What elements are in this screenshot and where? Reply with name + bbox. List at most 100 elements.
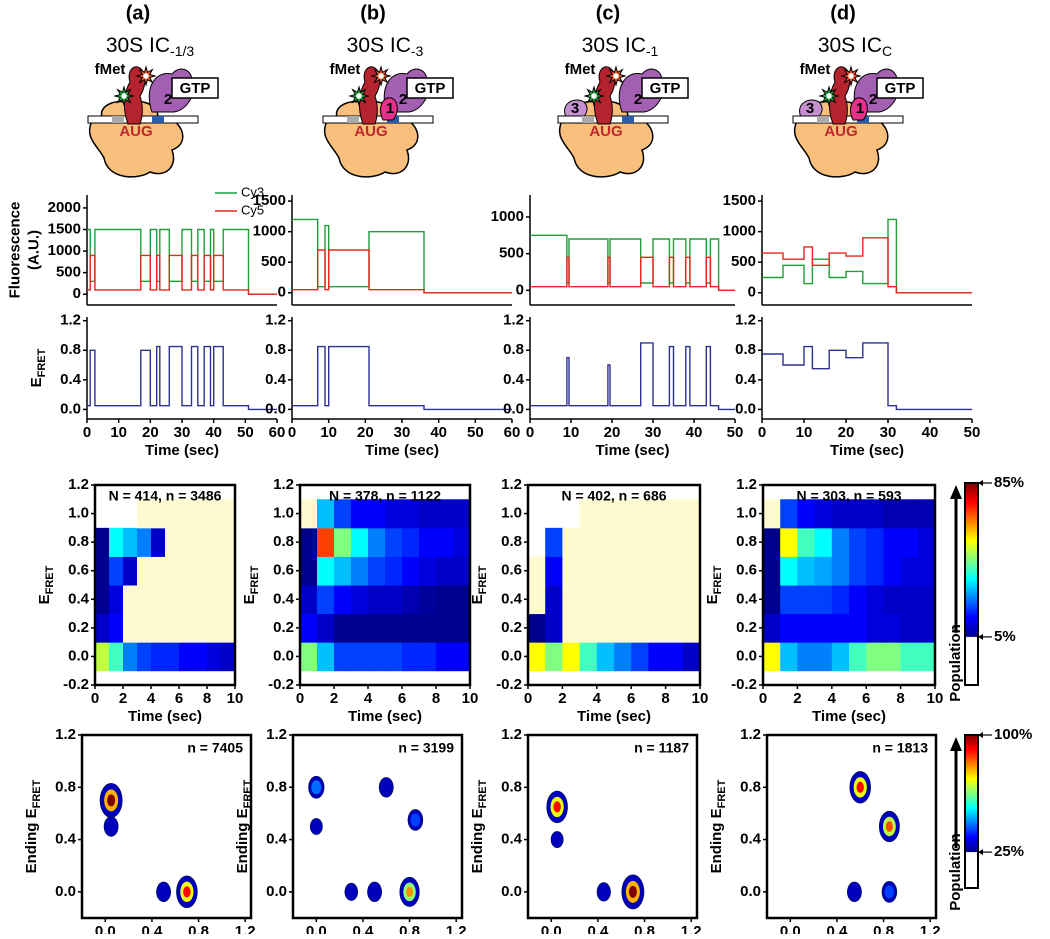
title-main: 30S IC bbox=[818, 34, 882, 57]
heat-cell bbox=[596, 499, 615, 529]
y-tick-label: 1000 bbox=[723, 223, 756, 240]
heat-cell bbox=[317, 613, 335, 643]
heat-cell bbox=[385, 642, 403, 672]
dye-core bbox=[591, 93, 597, 99]
plot-frame bbox=[291, 733, 464, 920]
annotation: N = 402, n = 686 bbox=[561, 488, 666, 504]
y-tick-label: 0.8 bbox=[266, 778, 287, 795]
gtp-box bbox=[641, 77, 689, 99]
annotation: N = 303, n = 593 bbox=[796, 488, 901, 504]
heat-cell bbox=[917, 585, 936, 615]
colorbar-frame bbox=[964, 482, 979, 686]
if3-label: 3 bbox=[571, 100, 579, 117]
y-axis-label: EFRET bbox=[704, 565, 724, 604]
heat-cell bbox=[545, 613, 563, 643]
heat-cell bbox=[917, 499, 936, 529]
fmet-label: fMet bbox=[565, 61, 596, 78]
x-tick-label: 0.4 bbox=[827, 923, 849, 934]
mrna-codon bbox=[622, 116, 634, 123]
heat-cell bbox=[453, 585, 471, 615]
heat-cell bbox=[151, 556, 166, 586]
x-tick-label: 10 bbox=[110, 424, 127, 441]
x-tick-label: 20 bbox=[142, 424, 159, 441]
x-tick-label: 60 bbox=[504, 424, 521, 441]
heat-cell bbox=[334, 613, 352, 643]
y-tick-label: 1.0 bbox=[68, 505, 89, 522]
x-tick-label: 10 bbox=[692, 690, 709, 707]
x-tick-label: 0.8 bbox=[634, 923, 655, 934]
heat-cell bbox=[596, 642, 615, 672]
heat-cell bbox=[109, 613, 124, 643]
peak-outer bbox=[367, 881, 382, 903]
y-tick-label: 1500 bbox=[48, 220, 81, 237]
y-axis-label-main: E bbox=[469, 594, 486, 604]
peak-outer bbox=[156, 881, 171, 903]
y-tick-label: 1000 bbox=[48, 242, 81, 259]
y-tick-label: 0.2 bbox=[736, 619, 757, 636]
mrna-sd bbox=[582, 116, 594, 123]
heat-cell bbox=[883, 556, 902, 586]
heat-cell bbox=[562, 527, 581, 557]
mrna bbox=[792, 115, 904, 124]
panel-label: (c) bbox=[596, 2, 620, 24]
mrna-codon bbox=[152, 116, 164, 123]
heat-cell bbox=[665, 585, 684, 615]
heat-cell bbox=[579, 642, 598, 672]
annotation: N = 378, n = 1122 bbox=[329, 488, 441, 504]
heat-cell bbox=[351, 556, 369, 586]
y-tick-label: 1.2 bbox=[266, 726, 287, 743]
y-tick-label: 0.8 bbox=[501, 533, 522, 550]
y-tick-label: 0.0 bbox=[55, 883, 76, 900]
y-tick-label: 500 bbox=[499, 245, 524, 262]
peak-core bbox=[183, 886, 191, 898]
y-tick-label: 0.8 bbox=[735, 341, 756, 358]
heat-cell bbox=[402, 499, 420, 529]
heat-cell bbox=[402, 585, 420, 615]
x-tick-label: 0.0 bbox=[306, 923, 327, 934]
heat-cell bbox=[221, 499, 236, 529]
heat-cell bbox=[109, 585, 124, 615]
y-tick-label: 0.4 bbox=[740, 831, 762, 848]
heat-cell bbox=[151, 499, 166, 529]
trace-line bbox=[762, 342, 972, 411]
heat-cell bbox=[596, 613, 615, 643]
y-axis-label: EFRET bbox=[36, 565, 56, 604]
y-tick-label: 0.4 bbox=[735, 371, 757, 388]
heat-cell bbox=[109, 642, 124, 672]
heat-cell bbox=[317, 527, 335, 557]
heat-cell bbox=[883, 585, 902, 615]
heat-cell bbox=[453, 642, 471, 672]
peak-mid bbox=[884, 885, 895, 899]
x-tick-label: 30 bbox=[645, 424, 662, 441]
x-tick-label: 8 bbox=[661, 690, 669, 707]
heat-cell bbox=[596, 585, 615, 615]
y-tick-label: 0.8 bbox=[736, 533, 757, 550]
heat-cell bbox=[151, 527, 166, 557]
heat-cell bbox=[137, 585, 152, 615]
heat-cell bbox=[179, 527, 194, 557]
heat-cell bbox=[123, 585, 138, 615]
heat-cell bbox=[631, 642, 649, 672]
heat-cell bbox=[453, 613, 471, 643]
heat-cell bbox=[207, 613, 222, 643]
y-tick-label: 1500 bbox=[723, 192, 756, 209]
x-tick-label: 2 bbox=[793, 690, 801, 707]
heat-cell bbox=[682, 585, 701, 615]
trace-line bbox=[530, 256, 735, 291]
y-axis-label-sub: FRET bbox=[477, 565, 489, 594]
heat-cell bbox=[334, 642, 352, 672]
heat-cell bbox=[866, 527, 884, 557]
x-tick-label: 40 bbox=[686, 424, 703, 441]
colorbar-arrowhead bbox=[978, 732, 983, 738]
y-tick-label: 0.4 bbox=[736, 590, 758, 607]
heat-cell bbox=[631, 556, 649, 586]
colorbar-frame bbox=[964, 734, 979, 889]
heat-cell bbox=[883, 527, 902, 557]
start-codon-label: AUG bbox=[824, 123, 857, 140]
heat-cell bbox=[763, 613, 781, 643]
heat-cell bbox=[419, 527, 437, 557]
heat-cell bbox=[579, 499, 598, 529]
heat-cell bbox=[780, 642, 798, 672]
y-tick-label: 1.2 bbox=[501, 476, 522, 493]
y-axis-label-main: E bbox=[28, 377, 45, 387]
